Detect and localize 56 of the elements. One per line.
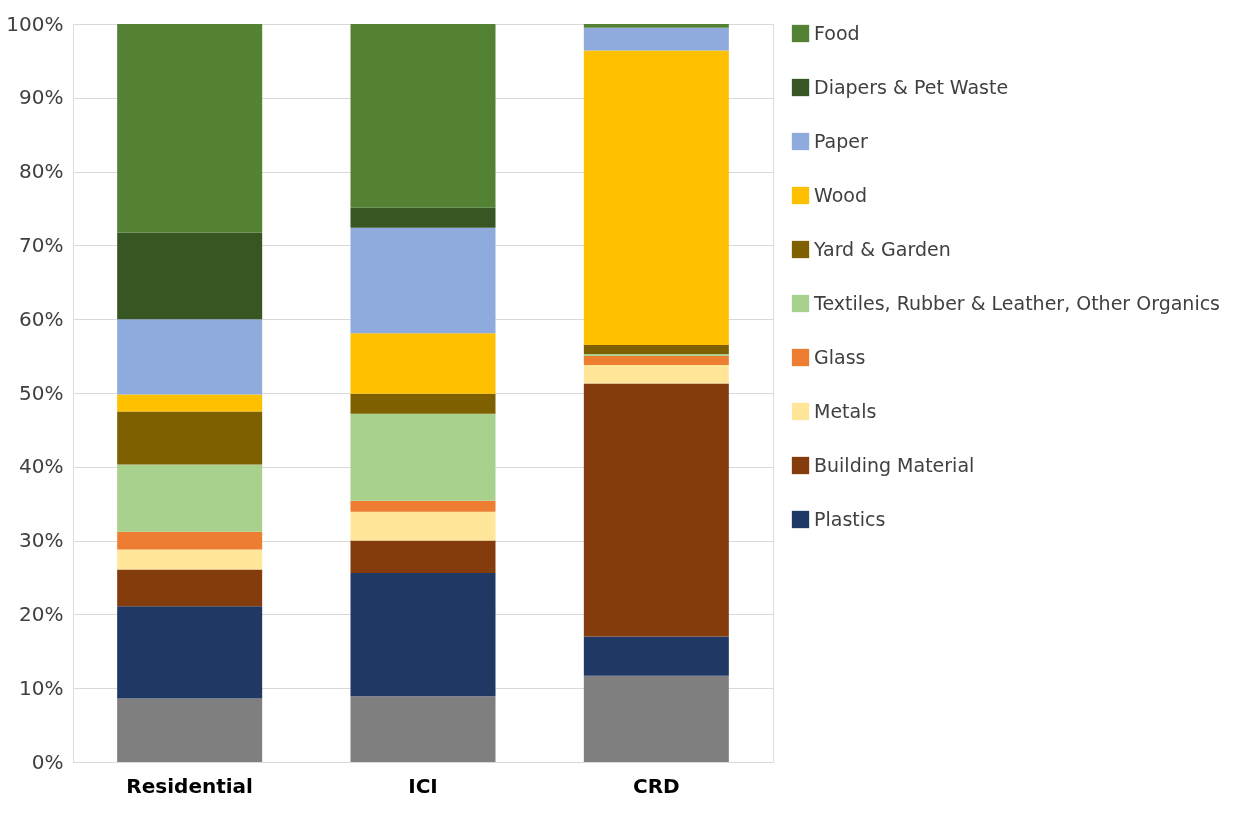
y-tick-label: 40% [19,454,64,479]
bar [350,207,496,228]
bar [350,413,496,501]
bar [583,364,729,384]
bar [117,24,263,233]
legend-label: Plastics [814,507,886,530]
bar [117,394,263,412]
bar [117,232,263,320]
bar [350,511,496,541]
bar [117,698,263,762]
bar [583,675,729,762]
legend-label: Metals [814,399,877,422]
bar [117,411,263,465]
bar [350,333,496,394]
y-tick-label: 80% [19,159,64,184]
y-tick-label: 60% [19,306,64,331]
x-tick-label: Residential [126,773,253,798]
legend-label: Building Material [814,453,975,476]
y-tick-label: 100% [6,11,64,36]
bar [583,27,729,51]
bar [117,569,263,607]
legend-label: Yard & Garden [813,237,951,260]
bar [117,606,263,699]
y-tick-label: 90% [19,85,64,110]
bar [117,549,263,570]
bar [350,573,496,697]
y-tick-label: 0% [31,749,64,774]
y-tick-label: 50% [19,380,64,405]
bar [350,24,496,208]
bar [350,540,496,574]
bar [583,24,729,28]
bar [350,393,496,414]
x-tick-label: CRD [632,773,680,798]
y-tick-label: 20% [19,601,64,626]
x-tick-label: ICI [408,773,438,798]
y-tick-label: 10% [19,675,64,700]
bar [350,696,496,762]
legend-label: Food [814,21,860,44]
bar [583,353,729,357]
bar [583,383,729,637]
legend-label: Paper [814,129,868,152]
bar [583,356,729,365]
bar [583,345,729,354]
y-tick-label: 70% [19,232,64,257]
bar [117,531,263,550]
bar [117,319,263,395]
bar [583,50,729,346]
bar [350,500,496,512]
bar [350,227,496,334]
legend-label: Glass [814,345,866,368]
legend-label: Wood [814,183,867,206]
bar [583,636,729,676]
legend-label: Textiles, Rubber & Leather, Other Organics [813,291,1221,314]
legend-label: Diapers & Pet Waste [814,75,1009,98]
bar [117,464,263,532]
y-tick-label: 30% [19,528,64,553]
